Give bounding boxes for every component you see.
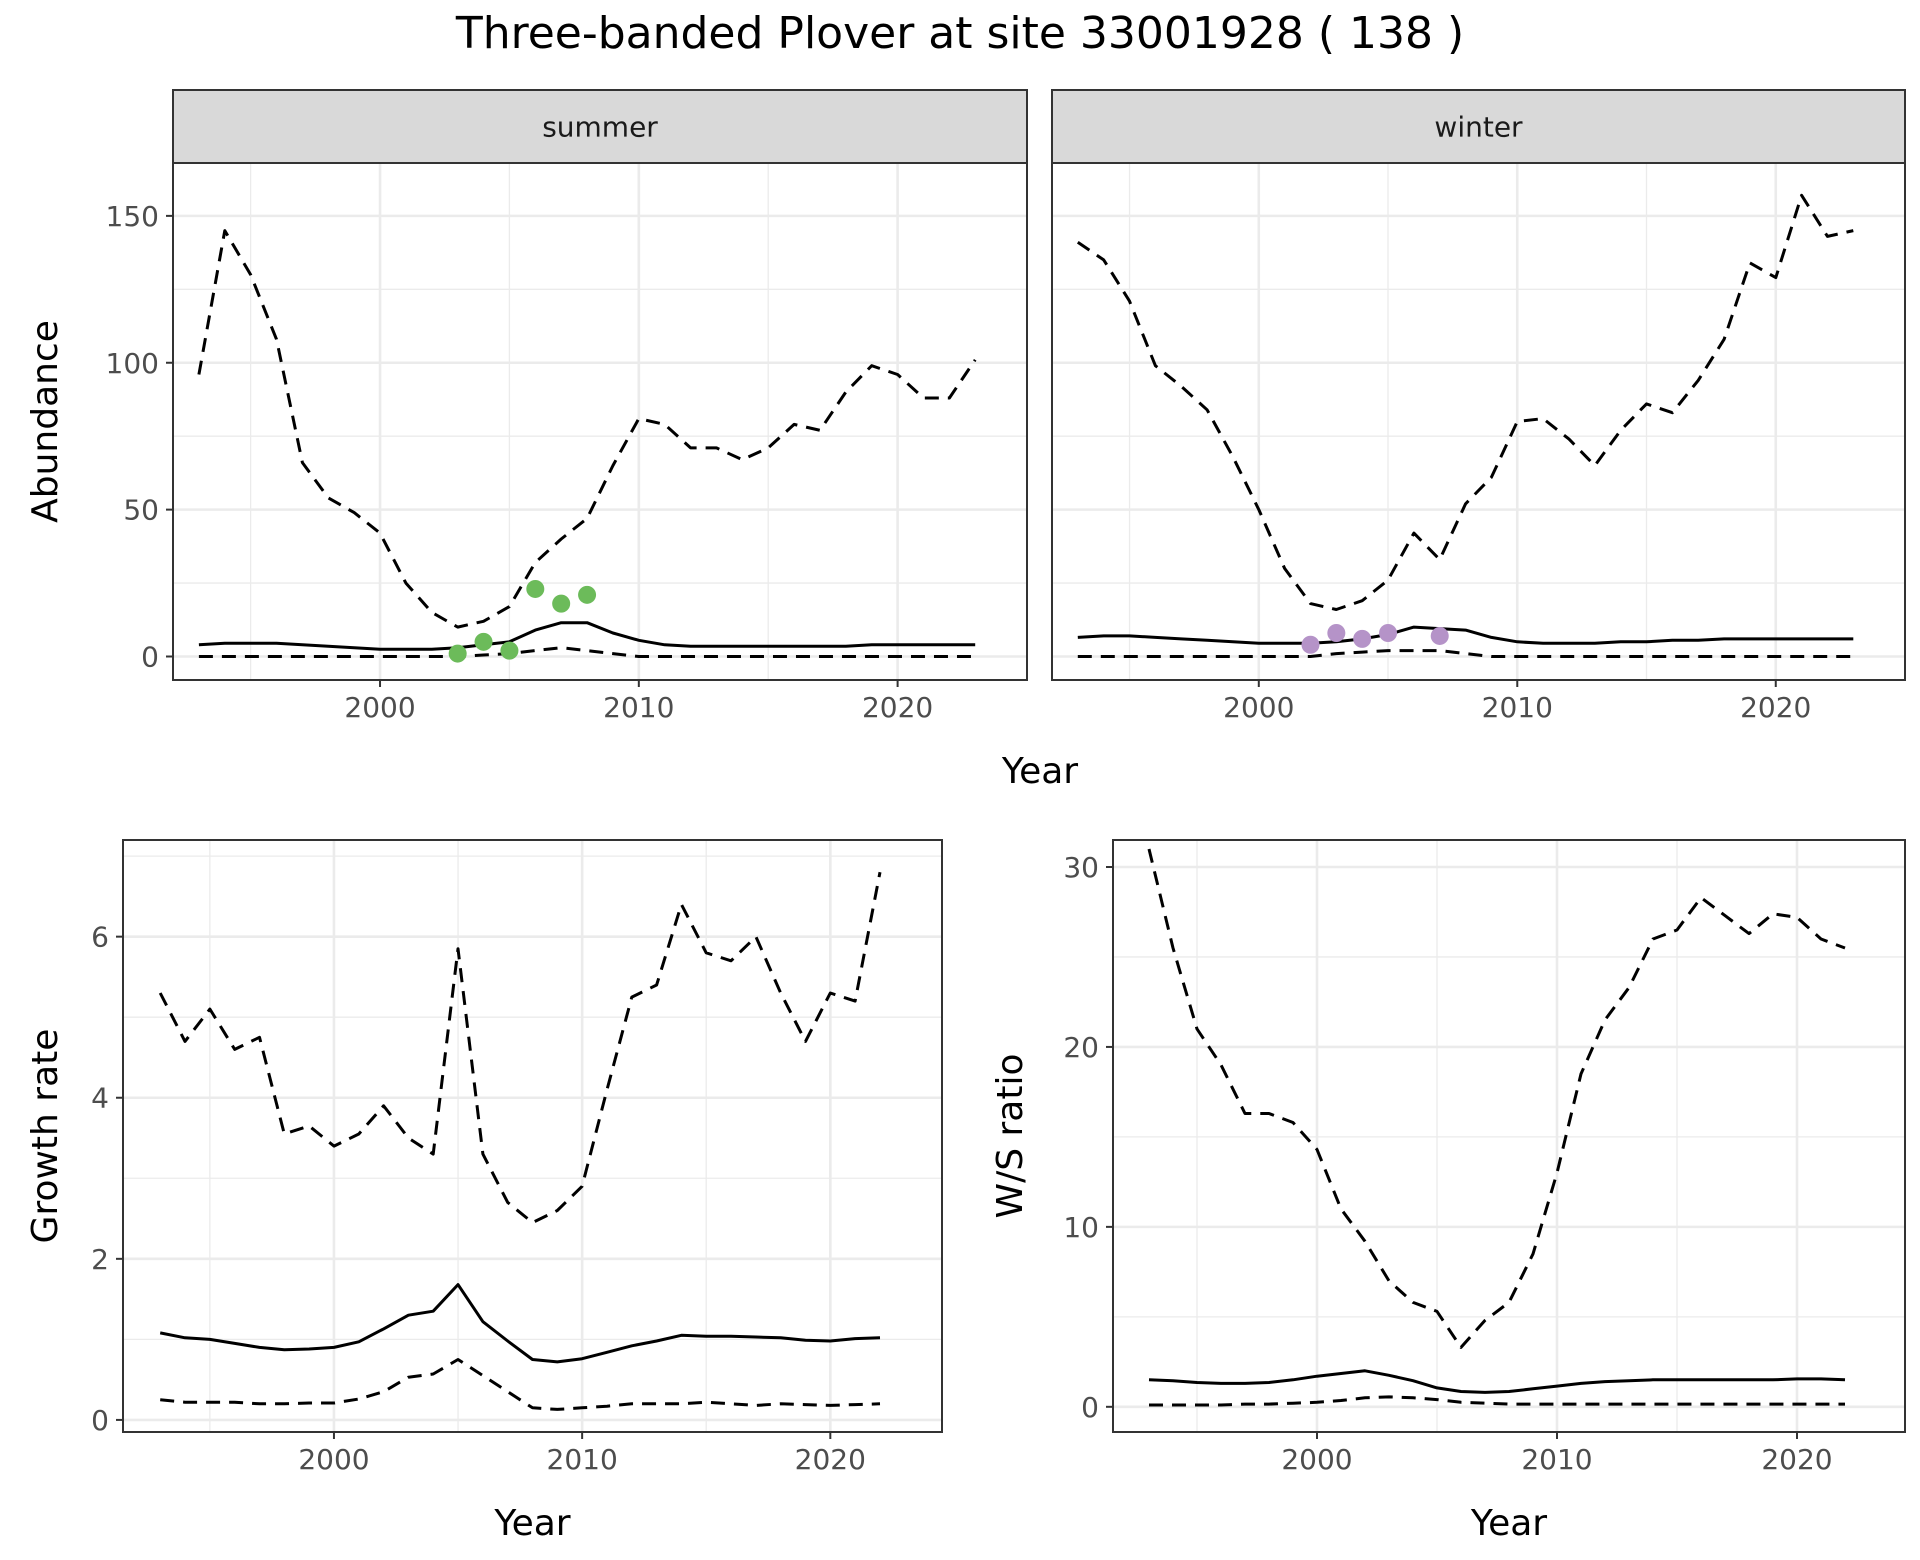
y-axis-title: Abundance <box>25 320 66 523</box>
grid-lines <box>1052 163 1906 680</box>
series-line-upper <box>1076 193 1854 611</box>
observation-point <box>448 644 467 663</box>
grid-lines <box>123 840 942 1432</box>
x-tick-label: 2010 <box>1521 1443 1592 1476</box>
y-tick-label: 0 <box>91 1404 109 1437</box>
x-tick-label: 2000 <box>344 691 415 724</box>
series-line-lower <box>1149 1395 1845 1407</box>
series-line-estimate <box>1148 1369 1846 1394</box>
x-tick-label: 2000 <box>298 1443 369 1476</box>
y-tick-label: 10 <box>1063 1211 1099 1244</box>
y-axis: 0 50 100 150 <box>106 200 173 674</box>
observation-point <box>552 594 571 613</box>
panel-growth: 2000 2010 2020 0 2 4 6 Growth rate Year <box>25 839 943 1544</box>
facet-strip-label: summer <box>542 111 658 144</box>
series-line-lower <box>198 646 976 658</box>
y-axis-title: W/S ratio <box>990 1053 1031 1218</box>
x-axis: 2000 2010 2020 <box>298 1432 866 1476</box>
x-tick-label: 2020 <box>1761 1443 1832 1476</box>
x-axis: 2000 2010 2020 <box>344 680 933 724</box>
facet-strip <box>172 89 1028 164</box>
y-axis-title: Growth rate <box>25 1029 66 1244</box>
series-line-estimate <box>159 1283 881 1364</box>
panel-ws_ratio: 2000 2010 2020 0 10 20 30 W/S ratio Year <box>990 839 1906 1544</box>
shared-x-axis-title: Year <box>1001 751 1078 792</box>
x-tick-label: 2000 <box>1223 691 1294 724</box>
observation-point <box>578 585 597 604</box>
grid-lines <box>1113 840 1905 1432</box>
y-tick-label: 4 <box>91 1082 109 1115</box>
y-axis: 0 2 4 6 <box>91 921 123 1437</box>
x-tick-label: 2020 <box>795 1443 866 1476</box>
y-tick-label: 150 <box>106 200 159 233</box>
observation-point <box>1379 624 1398 642</box>
y-tick-label: 50 <box>123 494 159 527</box>
y-tick-label: 0 <box>141 641 159 674</box>
x-tick-label: 2010 <box>603 691 674 724</box>
series-line-upper <box>197 229 977 629</box>
x-axis-title: Year <box>493 1503 570 1544</box>
observation-point <box>1430 626 1449 645</box>
y-tick-label: 6 <box>91 921 109 954</box>
series-line-lower <box>160 1358 881 1411</box>
facet-strip <box>1051 89 1906 164</box>
y-tick-label: 100 <box>106 347 159 380</box>
observation-point <box>1327 624 1346 642</box>
observation-point <box>474 632 493 651</box>
panel-winter: winter 2000 2010 2020 <box>1051 89 1906 724</box>
x-axis-title: Year <box>1470 1503 1547 1544</box>
observation-point <box>500 641 519 660</box>
series-line-upper <box>1147 848 1846 1349</box>
observation-point <box>526 579 545 598</box>
series-group <box>158 871 882 1411</box>
panel-summer: summer 2000 2010 2020 0 50 100 150 Abundance <box>25 89 1028 724</box>
y-tick-label: 2 <box>91 1243 109 1276</box>
series-group <box>1076 193 1854 658</box>
series-line-lower <box>1077 649 1854 658</box>
y-tick-label: 0 <box>1081 1391 1099 1424</box>
y-tick-label: 30 <box>1063 851 1099 884</box>
x-tick-label: 2000 <box>1281 1443 1352 1476</box>
observation-point <box>1353 629 1372 648</box>
observation-point <box>1301 635 1320 654</box>
y-axis: 0 10 20 30 <box>1063 851 1113 1424</box>
series-line-upper <box>158 871 882 1225</box>
x-axis: 2000 2010 2020 <box>1281 1432 1833 1476</box>
series-line-estimate <box>1077 625 1854 645</box>
series-group <box>1147 848 1846 1407</box>
y-tick-label: 20 <box>1063 1031 1099 1064</box>
panel-border <box>1112 839 1906 1433</box>
series-line-estimate <box>198 621 976 651</box>
x-tick-label: 2010 <box>547 1443 618 1476</box>
panel-border <box>122 839 943 1433</box>
x-tick-label: 2010 <box>1482 691 1553 724</box>
x-axis: 2000 2010 2020 <box>1223 680 1811 724</box>
grid-lines <box>173 163 1028 680</box>
facet-strip-label: winter <box>1434 111 1523 144</box>
x-tick-label: 2020 <box>1740 691 1811 724</box>
x-tick-label: 2020 <box>862 691 933 724</box>
chart-title: Three-banded Plover at site 33001928 ( 1… <box>455 8 1464 59</box>
series-group <box>197 229 977 663</box>
